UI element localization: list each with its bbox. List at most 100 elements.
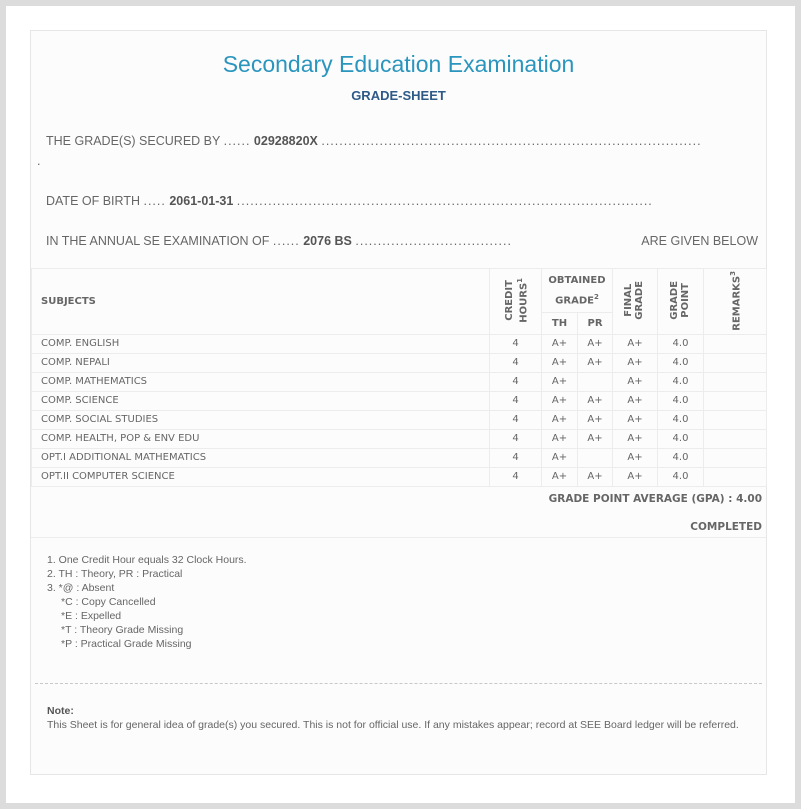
dob-value: 2061-01-31 [169, 194, 234, 208]
grade-point-cell: 4.0 [657, 333, 704, 354]
symbol-number: 02928820X [253, 134, 318, 148]
final-grade-cell: A+ [612, 466, 658, 487]
pr-grade-cell [577, 371, 613, 392]
subject-cell: COMP. HEALTH, POP & ENV EDU [31, 428, 490, 449]
final-grade-cell: A+ [612, 409, 658, 430]
grade-point-cell: 4.0 [657, 428, 704, 449]
grade-sheet: Secondary Education Examination GRADE-SH… [30, 30, 767, 775]
header-remarks: REMARKS3 [703, 268, 767, 335]
note-label: Note: [47, 705, 74, 717]
legend-item: 2. TH : Theory, PR : Practical [47, 568, 183, 580]
credit-cell: 4 [489, 466, 542, 487]
grade-point-cell: 4.0 [657, 409, 704, 430]
exam-suffix: ARE GIVEN BELOW [641, 234, 758, 248]
final-grade-cell: A+ [612, 390, 658, 411]
final-grade-cell: A+ [612, 333, 658, 354]
th-grade-cell: A+ [541, 390, 578, 411]
grade-point-cell: 4.0 [657, 390, 704, 411]
remarks-cell [703, 390, 767, 411]
header-pr: PR [577, 311, 613, 335]
note-text: This Sheet is for general idea of grade(… [47, 719, 739, 731]
remarks-cell [703, 466, 767, 487]
th-grade-cell: A+ [541, 352, 578, 373]
credit-cell: 4 [489, 352, 542, 373]
credit-cell: 4 [489, 390, 542, 411]
table-row: COMP. NEPALI 4 A+ A+ A+ 4.0 [31, 352, 767, 373]
pr-grade-cell: A+ [577, 428, 613, 449]
note: Note: This Sheet is for general idea of … [47, 704, 746, 732]
grade-point-cell: 4.0 [657, 371, 704, 392]
exam-year: 2076 BS [303, 234, 352, 248]
dot-wrap: . [37, 154, 41, 168]
th-grade-cell: A+ [541, 371, 578, 392]
legend-item: *E : Expelled [61, 610, 122, 622]
final-grade-cell: A+ [612, 428, 658, 449]
grade-point-cell: 4.0 [657, 352, 704, 373]
th-grade-cell: A+ [541, 447, 578, 468]
legend: 1. One Credit Hour equals 32 Clock Hours… [47, 553, 247, 651]
legend-item: 3. *@ : Absent [47, 582, 115, 594]
credit-cell: 4 [489, 409, 542, 430]
subject-cell: OPT.II COMPUTER SCIENCE [31, 466, 490, 487]
th-grade-cell: A+ [541, 466, 578, 487]
table-row: COMP. ENGLISH 4 A+ A+ A+ 4.0 [31, 333, 767, 354]
dob-label: DATE OF BIRTH [46, 194, 140, 208]
th-grade-cell: A+ [541, 409, 578, 430]
header-subjects: SUBJECTS [31, 268, 490, 335]
header-th: TH [541, 311, 578, 335]
table-row: COMP. MATHEMATICS 4 A+ A+ 4.0 [31, 371, 767, 392]
legend-item: 1. One Credit Hour equals 32 Clock Hours… [47, 554, 247, 566]
final-grade-cell: A+ [612, 447, 658, 468]
subject-cell: COMP. SCIENCE [31, 390, 490, 411]
exam-line: IN THE ANNUAL SE EXAMINATION OF ...... 2… [46, 234, 758, 248]
header-grade-point: GRADE POINT [657, 268, 704, 335]
credit-cell: 4 [489, 447, 542, 468]
subject-cell: OPT.I ADDITIONAL MATHEMATICS [31, 447, 490, 468]
legend-item: *C : Copy Cancelled [61, 596, 156, 608]
grades-table: SUBJECTS CREDIT HOURS1 OBTAINED GRADE2 F… [31, 268, 767, 487]
pr-grade-cell: A+ [577, 333, 613, 354]
table-row: COMP. SCIENCE 4 A+ A+ A+ 4.0 [31, 390, 767, 411]
subject-cell: COMP. SOCIAL STUDIES [31, 409, 490, 430]
result-status: COMPLETED [690, 521, 762, 533]
remarks-cell [703, 428, 767, 449]
remarks-cell [703, 371, 767, 392]
th-grade-cell: A+ [541, 428, 578, 449]
dob-line: DATE OF BIRTH ..... 2061-01-31 .........… [46, 194, 653, 208]
table-row: COMP. SOCIAL STUDIES 4 A+ A+ A+ 4.0 [31, 409, 767, 430]
final-grade-cell: A+ [612, 352, 658, 373]
pr-grade-cell: A+ [577, 352, 613, 373]
grade-point-cell: 4.0 [657, 466, 704, 487]
secured-by-label: THE GRADE(S) SECURED BY [46, 134, 221, 148]
gpa-summary: GRADE POINT AVERAGE (GPA) : 4.00 [548, 493, 762, 505]
table-row: OPT.II COMPUTER SCIENCE 4 A+ A+ A+ 4.0 [31, 466, 767, 487]
grade-point-cell: 4.0 [657, 447, 704, 468]
pr-grade-cell [577, 447, 613, 468]
credit-cell: 4 [489, 333, 542, 354]
pr-grade-cell: A+ [577, 466, 613, 487]
legend-item: *T : Theory Grade Missing [61, 624, 184, 636]
secured-by-line: THE GRADE(S) SECURED BY ...... 02928820X… [46, 134, 702, 148]
divider [31, 537, 766, 538]
credit-cell: 4 [489, 371, 542, 392]
dashed-divider [35, 683, 762, 684]
exam-label: IN THE ANNUAL SE EXAMINATION OF [46, 234, 270, 248]
legend-item: *P : Practical Grade Missing [61, 638, 192, 650]
subject-cell: COMP. NEPALI [31, 352, 490, 373]
remarks-cell [703, 352, 767, 373]
page-title: Secondary Education Examination [222, 51, 575, 77]
credit-cell: 4 [489, 428, 542, 449]
page-subtitle: GRADE-SHEET [351, 88, 446, 103]
subject-cell: COMP. MATHEMATICS [31, 371, 490, 392]
pr-grade-cell: A+ [577, 409, 613, 430]
header-credit-hours: CREDIT HOURS1 [489, 268, 542, 335]
th-grade-cell: A+ [541, 333, 578, 354]
remarks-cell [703, 409, 767, 430]
final-grade-cell: A+ [612, 371, 658, 392]
table-row: COMP. HEALTH, POP & ENV EDU 4 A+ A+ A+ 4.0 [31, 428, 767, 449]
remarks-cell [703, 447, 767, 468]
pr-grade-cell: A+ [577, 390, 613, 411]
subject-cell: COMP. ENGLISH [31, 333, 490, 354]
header-final-grade: FINAL GRADE [612, 268, 658, 335]
